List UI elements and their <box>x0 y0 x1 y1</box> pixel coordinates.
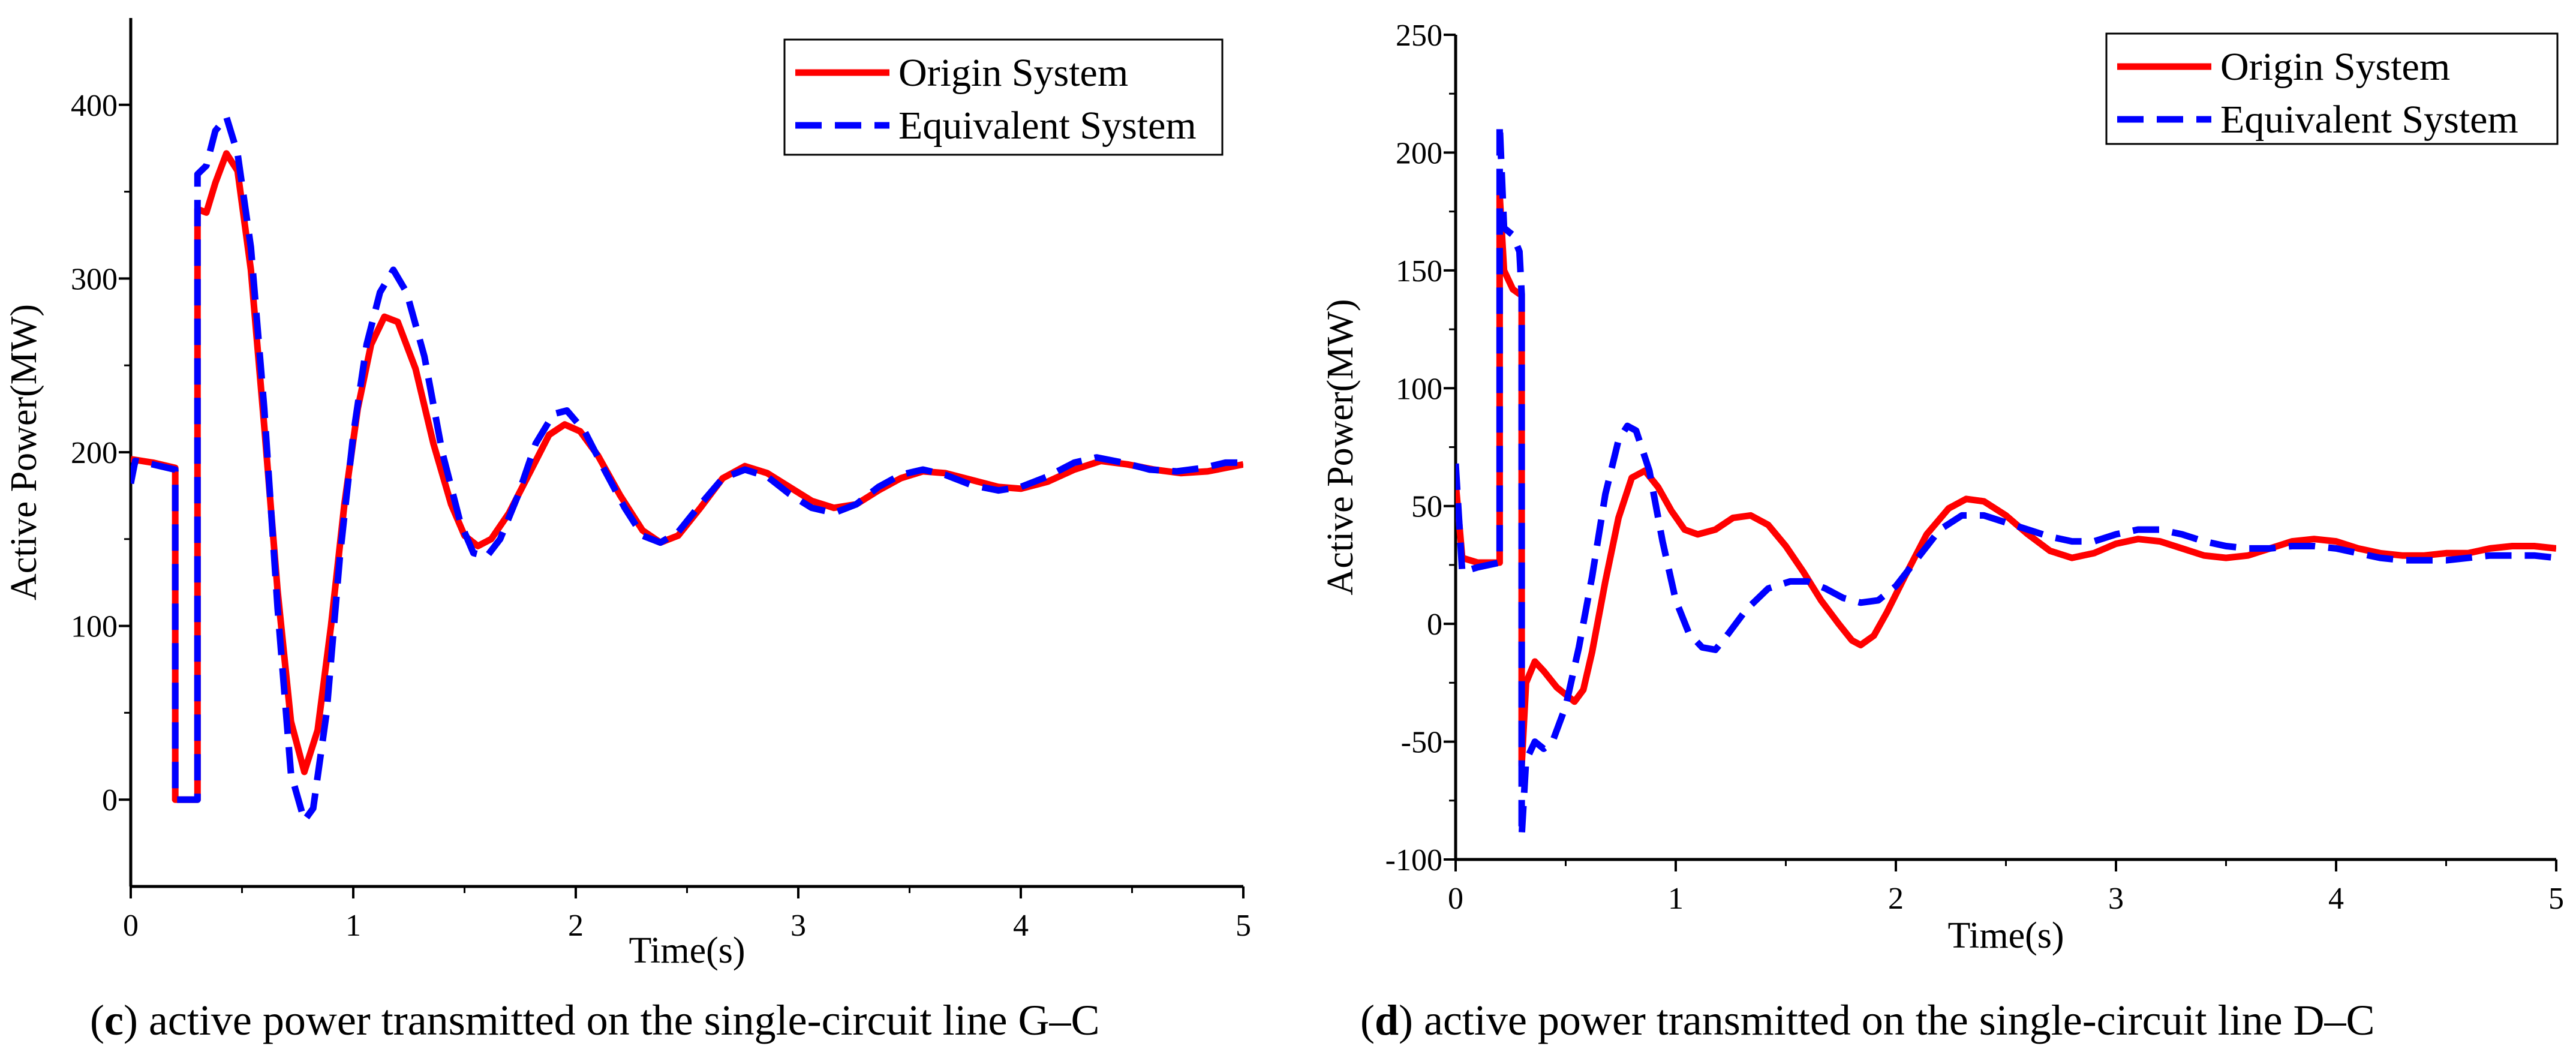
figure-caption: (d) active power transmitted on the sing… <box>1360 996 2375 1044</box>
y-tick-label: 50 <box>1411 490 1442 524</box>
x-tick-label: 5 <box>1236 909 1251 943</box>
x-tick-label: 4 <box>2328 882 2344 916</box>
y-tick-label: 100 <box>1396 372 1442 406</box>
y-tick-label: 0 <box>1427 608 1442 642</box>
caption-open-paren: ( <box>90 996 104 1044</box>
series-line-equivalent-system <box>131 113 1243 824</box>
x-tick-label: 2 <box>568 909 584 943</box>
legend: Origin System Equivalent System <box>2105 32 2559 145</box>
legend-label: Origin System <box>898 51 1128 95</box>
x-tick-label: 2 <box>1888 882 1904 916</box>
y-tick-label: 0 <box>102 783 118 817</box>
series-line-origin-system <box>131 150 1243 803</box>
legend-box <box>783 38 1224 156</box>
x-tick-label: 1 <box>1668 882 1684 916</box>
x-axis-title: Time(s) <box>629 930 745 971</box>
series-line-equivalent-system <box>1456 121 2556 840</box>
x-tick-label: 0 <box>1448 882 1463 916</box>
x-tick-label: 0 <box>123 909 139 943</box>
x-tick-label: 3 <box>2108 882 2124 916</box>
caption-text: active power transmitted on the single-c… <box>138 996 1100 1044</box>
x-tick-label: 4 <box>1013 909 1029 943</box>
caption-text: active power transmitted on the single-c… <box>1413 996 2375 1044</box>
caption-letter: c <box>104 996 124 1044</box>
plot-area <box>131 113 1243 824</box>
x-tick-label: 5 <box>2548 882 2564 916</box>
y-axis-title: Active Power(MW) <box>1320 299 1361 595</box>
y-tick-label: 300 <box>71 262 118 296</box>
y-tick-label: -100 <box>1385 843 1442 877</box>
legend-box <box>2105 32 2559 145</box>
legend-label: Equivalent System <box>898 104 1197 148</box>
x-tick-label: 1 <box>345 909 361 943</box>
series-line-origin-system <box>1456 191 2556 769</box>
y-tick-label: -50 <box>1401 726 1442 760</box>
y-tick-label: 400 <box>71 89 118 123</box>
legend: Origin System Equivalent System <box>783 38 1224 156</box>
caption-open-paren: ( <box>1360 996 1375 1044</box>
y-axis-title: Active Power(MW) <box>4 304 44 600</box>
figure-caption: (c) active power transmitted on the sing… <box>90 996 1099 1044</box>
y-tick-label: 200 <box>1396 136 1442 170</box>
caption-close-paren: ) <box>1399 996 1413 1044</box>
caption-letter: d <box>1375 996 1399 1044</box>
caption-close-paren: ) <box>124 996 138 1044</box>
x-tick-label: 3 <box>790 909 806 943</box>
y-tick-label: 250 <box>1396 19 1442 53</box>
x-axis-title: Time(s) <box>1947 915 2064 956</box>
chart-panel-d: 0 1 2 3 4 5 -100 -50 0 50 100 150 200 250 Time(s) Activ… <box>1320 19 2564 1044</box>
chart-panel-c: 0 1 2 3 4 5 0 100 200 300 400 Time(s) Active Power(M… <box>4 18 1251 1044</box>
legend-label: Origin System <box>2220 45 2450 89</box>
plot-area <box>1456 121 2556 840</box>
y-tick-label: 150 <box>1396 254 1442 288</box>
y-tick-label: 100 <box>71 610 118 644</box>
y-tick-label: 200 <box>71 436 118 470</box>
legend-label: Equivalent System <box>2220 98 2518 142</box>
